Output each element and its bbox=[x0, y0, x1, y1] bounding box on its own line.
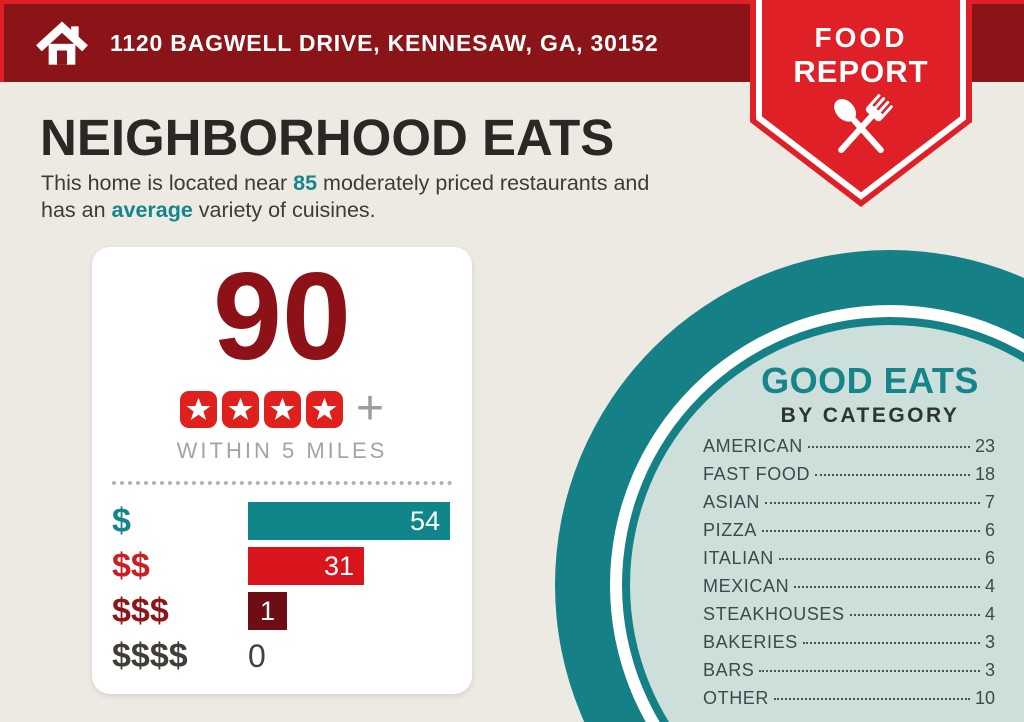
price-tier-label: $$$$ bbox=[112, 636, 188, 675]
ribbon-title-line2: REPORT bbox=[793, 54, 929, 89]
category-value: 23 bbox=[974, 436, 995, 456]
bar-row: $$ 31 bbox=[112, 547, 450, 585]
star-icon bbox=[221, 390, 259, 428]
category-label: BAKERIES bbox=[703, 632, 798, 652]
category-row: OTHER 10 bbox=[703, 688, 995, 708]
radius-label: WITHIN 5 MILES bbox=[176, 438, 388, 463]
category-label: ITALIAN bbox=[703, 548, 774, 568]
variety-highlight: average bbox=[111, 198, 193, 222]
price-tier-label: $$$ bbox=[112, 591, 169, 630]
bar-row: $54 bbox=[112, 502, 450, 540]
score-card: 90 + WITHIN 5 MILES $54 $$ 31 $$$ 1 $$$$ 0 bbox=[92, 247, 472, 694]
category-label: ASIAN bbox=[703, 492, 761, 512]
category-value: 6 bbox=[984, 548, 995, 568]
ribbon-shape bbox=[750, 0, 972, 207]
bar-value: 1 bbox=[259, 595, 276, 626]
score-value: 90 bbox=[213, 248, 351, 386]
category-row: STEAKHOUSES 4 bbox=[703, 604, 995, 624]
dotted-leader bbox=[849, 614, 980, 616]
category-row: ASIAN 7 bbox=[703, 492, 995, 512]
category-label: PIZZA bbox=[703, 520, 758, 540]
bar-track: 0 bbox=[248, 637, 450, 675]
bar-value: 31 bbox=[323, 550, 354, 581]
restaurant-count: 85 bbox=[293, 171, 318, 195]
category-label: BARS bbox=[703, 660, 755, 680]
category-row: PIZZA 6 bbox=[703, 520, 995, 540]
spoon-fork-icon bbox=[834, 94, 893, 153]
price-tier-label: $ bbox=[112, 501, 131, 540]
bar-track: 54 bbox=[248, 502, 450, 540]
star-icon bbox=[179, 390, 217, 428]
good-eats-subtitle: BY CATEGORY bbox=[780, 404, 960, 427]
bar-row: $$$$ 0 bbox=[112, 637, 450, 675]
category-value: 4 bbox=[984, 604, 995, 624]
dotted-leader bbox=[815, 474, 970, 476]
price-tier-label: $$ bbox=[112, 546, 150, 585]
bar-value-zero: 0 bbox=[248, 637, 266, 674]
page-subtitle: This home is located near 85 moderately … bbox=[41, 170, 649, 224]
subtitle-seg4: variety of cuisines. bbox=[192, 198, 376, 222]
dotted-divider bbox=[112, 481, 452, 485]
category-value: 18 bbox=[974, 464, 995, 484]
subtitle-seg2: moderately priced restaurants and bbox=[317, 171, 650, 195]
subtitle-seg3: has an bbox=[41, 198, 112, 222]
category-label: OTHER bbox=[703, 688, 769, 708]
dotted-leader bbox=[765, 502, 980, 504]
category-value: 6 bbox=[984, 520, 995, 540]
dotted-leader bbox=[807, 446, 970, 448]
category-row: BAKERIES 3 bbox=[703, 632, 995, 652]
category-list: AMERICAN 23 FAST FOOD 18 ASIAN 7 PIZZA 6 ITALIAN… bbox=[703, 436, 995, 716]
star-icon bbox=[263, 390, 301, 428]
bar: 1 bbox=[248, 592, 287, 630]
plus-icon: + bbox=[355, 382, 385, 435]
category-label: FAST FOOD bbox=[703, 464, 811, 484]
category-row: ITALIAN 6 bbox=[703, 548, 995, 568]
ribbon-title-line1: FOOD bbox=[814, 22, 908, 53]
bar-value: 54 bbox=[409, 505, 440, 536]
star-rating: + bbox=[92, 382, 472, 435]
good-eats-title: GOOD EATS bbox=[761, 360, 979, 401]
category-row: FAST FOOD 18 bbox=[703, 464, 995, 484]
category-value: 4 bbox=[984, 576, 995, 596]
dotted-leader bbox=[802, 642, 980, 644]
bar-track: 1 bbox=[248, 592, 450, 630]
bar: 31 bbox=[248, 547, 364, 585]
dotted-leader bbox=[778, 558, 980, 560]
bar-row: $$$ 1 bbox=[112, 592, 450, 630]
category-row: AMERICAN 23 bbox=[703, 436, 995, 456]
category-row: BARS 3 bbox=[703, 660, 995, 680]
star-icon bbox=[305, 390, 343, 428]
subtitle-seg1: This home is located near bbox=[41, 171, 294, 195]
category-label: AMERICAN bbox=[703, 436, 803, 456]
category-label: MEXICAN bbox=[703, 576, 790, 596]
address-text: 1120 BAGWELL DRIVE, KENNESAW, GA, 30152 bbox=[110, 29, 659, 56]
good-eats-header: GOOD EATS BY CATEGORY bbox=[725, 362, 1015, 428]
dotted-leader bbox=[762, 530, 980, 532]
category-value: 3 bbox=[984, 660, 995, 680]
category-value: 3 bbox=[984, 632, 995, 652]
category-row: MEXICAN 4 bbox=[703, 576, 995, 596]
dotted-leader bbox=[794, 586, 980, 588]
category-value: 10 bbox=[974, 688, 995, 708]
food-report-ribbon: FOOD REPORT bbox=[750, 0, 972, 214]
dotted-leader bbox=[774, 698, 970, 700]
bar-track: 31 bbox=[248, 547, 450, 585]
page-title: NEIGHBORHOOD EATS bbox=[40, 109, 615, 166]
category-value: 7 bbox=[984, 492, 995, 512]
category-label: STEAKHOUSES bbox=[703, 604, 845, 624]
price-bar-chart: $54 $$ 31 $$$ 1 $$$$ 0 bbox=[112, 502, 450, 675]
bar: 54 bbox=[248, 502, 450, 540]
dotted-leader bbox=[759, 670, 980, 672]
home-icon bbox=[36, 21, 88, 65]
